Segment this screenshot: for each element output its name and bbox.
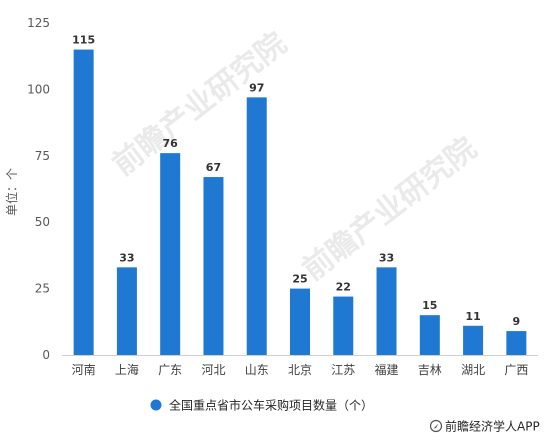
y-tick-label: 125 [27, 16, 50, 30]
y-tick-label: 100 [27, 82, 50, 96]
data-label-广东: 76 [163, 137, 179, 150]
data-label-山东: 97 [249, 81, 264, 94]
y-tick-label: 75 [35, 149, 50, 163]
data-label-吉林: 15 [422, 299, 437, 312]
category-label-福建: 福建 [375, 362, 399, 377]
category-label-山东: 山东 [245, 363, 269, 377]
bar-广东 [160, 153, 181, 355]
legend: 全国重点省市公车采购项目数量（个） [150, 398, 373, 413]
data-label-北京: 25 [292, 273, 307, 286]
legend-label: 全国重点省市公车采购项目数量（个） [169, 398, 373, 413]
bar-湖北 [463, 325, 484, 355]
category-label-广西: 广西 [504, 363, 528, 377]
bars [73, 49, 527, 356]
category-labels: 河南 上海 广东 河北 山东 北京 江苏 福建 吉林 湖北 广西 [72, 362, 529, 377]
data-label-河北: 67 [206, 161, 221, 174]
bar-福建 [376, 267, 397, 355]
credit-text: 前瞻经济学人APP [445, 419, 540, 434]
bar-山东 [246, 97, 267, 356]
data-label-江苏: 22 [336, 281, 351, 294]
data-label-河南: 115 [72, 34, 95, 47]
category-label-河北: 河北 [201, 363, 225, 377]
bar-江苏 [333, 296, 354, 355]
bar-河北 [203, 177, 224, 355]
category-label-广东: 广东 [158, 363, 182, 377]
y-tick-label: 0 [42, 348, 50, 362]
category-label-江苏: 江苏 [331, 363, 355, 377]
data-label-上海: 33 [119, 251, 134, 264]
y-tick-label: 50 [35, 215, 50, 229]
category-label-河南: 河南 [72, 362, 96, 377]
y-tick-label: 25 [35, 282, 50, 296]
bar-吉林 [419, 315, 440, 355]
data-label-福建: 33 [379, 251, 394, 264]
bar-北京 [290, 288, 310, 355]
data-labels: 115 33 76 67 97 25 22 33 15 11 9 [72, 34, 520, 329]
bar-河南 [73, 49, 94, 356]
bar-上海 [116, 267, 137, 355]
category-label-上海: 上海 [115, 362, 139, 377]
data-label-湖北: 11 [465, 310, 480, 323]
y-axis: 0 25 50 75 100 125 [27, 16, 50, 362]
compass-logo-icon [429, 419, 443, 433]
category-label-湖北: 湖北 [461, 362, 485, 377]
category-label-北京: 北京 [288, 363, 312, 377]
bar-广西 [506, 331, 527, 355]
credit: 前瞻经济学人APP [429, 419, 540, 434]
category-label-吉林: 吉林 [418, 363, 442, 377]
legend-marker [150, 399, 162, 411]
data-label-广西: 9 [513, 315, 521, 328]
y-axis-title: 单位：个 [4, 168, 19, 216]
